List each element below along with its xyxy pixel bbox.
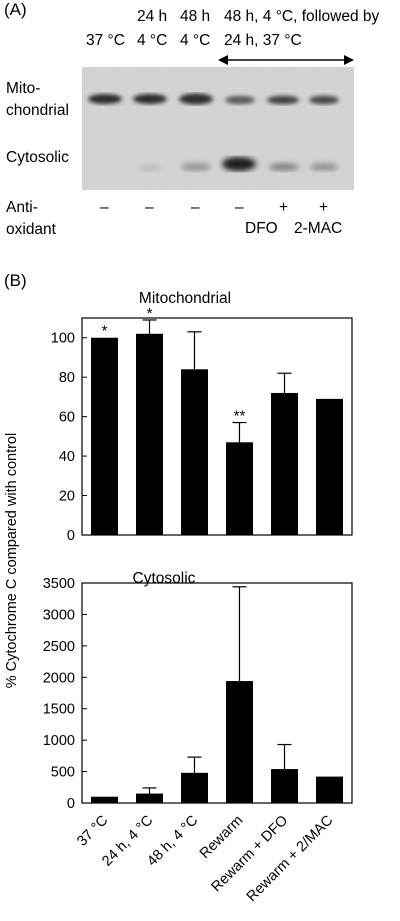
chart-title-2: Cytosolic (133, 570, 196, 587)
y-tick-label: 100 (51, 331, 75, 347)
antioxidant-dfo: DFO (245, 220, 278, 237)
header-37c: 37 °C (86, 32, 125, 49)
significance-marker: * (102, 323, 108, 340)
y-tick-label: 20 (59, 489, 75, 505)
y-tick-label: 500 (51, 765, 75, 781)
header-4c-24h: 4 °C (137, 32, 168, 49)
y-tick-label: 0 (67, 528, 75, 544)
header-24h-37c: 24 h, 37 °C (224, 32, 302, 49)
mitochondrial-row-label: Mito- chondrial (6, 80, 69, 119)
plot-frame-2 (81, 582, 353, 804)
antioxidant-sign-5: + (279, 199, 289, 216)
bar (226, 442, 253, 535)
y-tick-label: 60 (59, 410, 75, 426)
header-48h: 48 h (180, 8, 211, 25)
y-tick-label: 1500 (43, 702, 75, 718)
y-tick-label: 3000 (43, 607, 75, 623)
cytosolic-row-label: Cytosolic (6, 149, 69, 166)
antioxidant-label: Anti- oxidant (6, 199, 56, 238)
header-4c-48h: 4 °C (180, 32, 211, 49)
y-tick-label: 2000 (43, 670, 75, 686)
significance-marker: * (147, 305, 153, 322)
y-tick-label: 80 (59, 370, 75, 386)
chart-title-1: Mitochondrial (139, 290, 231, 307)
bar (316, 398, 343, 535)
western-blot (82, 67, 354, 190)
antioxidant-sign-4: – (235, 199, 244, 216)
y-tick-label: 2500 (43, 639, 75, 655)
bar (91, 337, 118, 535)
mitochondrial-band-row (88, 93, 339, 105)
bar (136, 333, 163, 535)
antioxidant-sign-6: + (319, 199, 329, 216)
bar (91, 796, 118, 803)
header-48h-followed: 48 h, 4 °C, followed by (224, 8, 380, 25)
y-tick-label: 0 (67, 796, 75, 812)
bar (136, 793, 163, 803)
y-tick-label: 40 (59, 449, 75, 465)
y-tick-label: 1000 (43, 733, 75, 749)
significance-marker: ** (234, 408, 246, 425)
antioxidant-sign-3: – (191, 199, 200, 216)
antioxidant-sign-1: – (100, 199, 109, 216)
antioxidant-2mac: 2-MAC (294, 220, 343, 237)
antioxidant-sign-2: – (145, 199, 154, 216)
y-axis-label: % Cytochrome C compared with control (4, 433, 20, 688)
bar (316, 776, 343, 803)
bar (271, 392, 298, 535)
cytosolic-band-row (139, 157, 338, 171)
bar (181, 772, 208, 803)
x-tick-label: Rewarm + DFO (209, 813, 292, 896)
panel-a-graphics (82, 55, 354, 190)
x-tick-label: 37 °C (74, 813, 111, 850)
bar (226, 681, 253, 803)
x-tick-label: Rewarm + 2/MAC (244, 813, 337, 906)
panel-a-label: (A) (4, 0, 27, 19)
plot-frame-1 (81, 317, 353, 536)
bar (271, 769, 298, 803)
panel-b-label: (B) (4, 271, 27, 290)
bar (181, 369, 208, 535)
bracket-arrow (218, 55, 354, 65)
y-tick-label: 3500 (43, 576, 75, 592)
header-24h: 24 h (137, 8, 168, 25)
